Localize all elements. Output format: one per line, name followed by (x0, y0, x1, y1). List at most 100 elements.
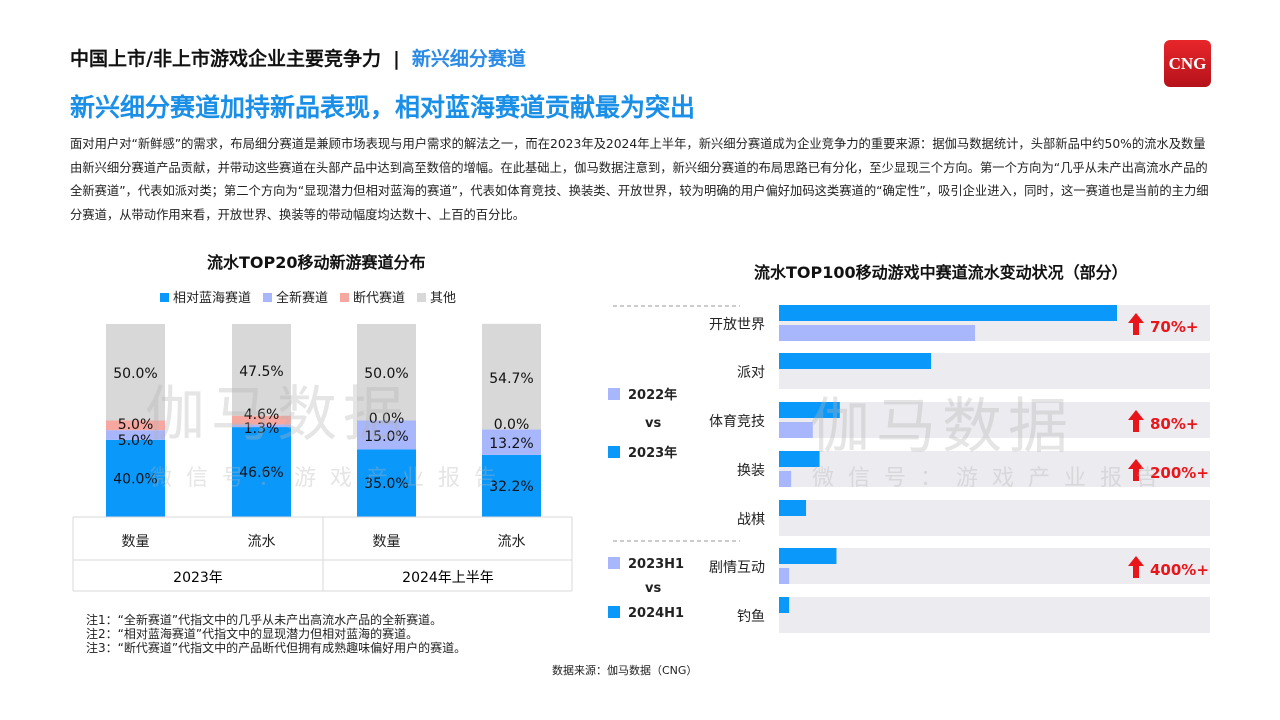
bar-segment (482, 454, 541, 517)
category-label: 换装 (737, 463, 765, 479)
legend-newer: 2024H1 (608, 606, 684, 621)
left-chart-title: 流水TOP20移动新游赛道分布 (207, 253, 426, 272)
data-label: 1.3% (244, 421, 280, 437)
bar-segment (357, 420, 416, 450)
bar-older (779, 471, 792, 487)
growth-value: 400%+ (1150, 561, 1209, 579)
footnote: 注2：“相对蓝海赛道”代指文中的显现潜力但相对蓝海的赛道。 (86, 627, 419, 641)
body-paragraph: 面对用户对“新鲜感”的需求，布局细分赛道是兼顾市场表现与用户需求的解法之一，而在… (70, 137, 1209, 222)
row-band (779, 500, 1210, 536)
growth-indicator: 70%+ (1128, 313, 1198, 336)
data-label: 35.0% (364, 476, 408, 492)
up-arrow-icon (1128, 459, 1144, 481)
legend-swatch (417, 293, 427, 302)
growth-indicator: 200%+ (1128, 459, 1209, 482)
bar-segment (232, 424, 291, 428)
legend-item: 其他 (417, 287, 456, 306)
footnote: 注1：“全新赛道”代指文中的几乎从未产出高流水产品的全新赛道。 (86, 613, 443, 627)
growth-indicator: 80%+ (1128, 410, 1198, 433)
legend-swatch (160, 293, 169, 302)
bar-newer (779, 402, 840, 418)
bar-newer (779, 500, 807, 516)
data-label: 40.0% (113, 471, 157, 487)
growth-value: 80%+ (1150, 415, 1199, 433)
legend-swatch (608, 446, 620, 458)
stacked-bar-chart: 40.0% 5.0%5.0% 50.0% 数量 46.6% 1.3%4.6% 47.5% 流水… (72, 323, 573, 592)
legend-label: 断代赛道 (353, 291, 406, 306)
legend-item: 断代赛道 (340, 287, 405, 306)
section-header: 中国上市/非上市游戏企业主要竞争力 | 新兴细分赛道 (70, 44, 526, 71)
bar-newer (779, 597, 790, 613)
data-label: 5.0% (118, 433, 154, 449)
up-arrow-icon (1128, 410, 1144, 432)
legend-label: 其他 (430, 291, 457, 306)
data-label: 47.5% (239, 364, 283, 380)
category-label: 数量 (122, 534, 150, 550)
cng-logo: CNG (1164, 40, 1211, 87)
legend-swatch (263, 293, 273, 302)
bar-segment (357, 449, 416, 517)
legend-vs: vs (645, 416, 662, 431)
footnotes: 注1：“全新赛道”代指文中的几乎从未产出高流水产品的全新赛道。 注2：“相对蓝海… (86, 613, 466, 655)
bar-segment (482, 429, 541, 455)
bar-segment (106, 324, 165, 421)
group-label: 2023年 (173, 570, 223, 586)
category-label: 流水 (248, 534, 276, 550)
horizontal-bar-chart (613, 305, 1210, 633)
bar-segment (232, 415, 291, 425)
bar-segment (232, 324, 291, 416)
growth-value: 70%+ (1150, 318, 1199, 336)
data-source: 数据来源：伽马数据（CNG） (552, 664, 698, 677)
data-label: 0.0% (494, 417, 530, 433)
category-label: 派对 (737, 365, 765, 381)
page-title: 新兴细分赛道加持新品表现，相对蓝海赛道贡献最为突出 (70, 93, 696, 122)
legend-vs: vs (645, 581, 662, 596)
legend-swatch (608, 388, 620, 400)
legend-label: 全新赛道 (276, 291, 329, 306)
bar-segment (106, 420, 165, 431)
growth-indicator: 400%+ (1128, 556, 1209, 579)
category-label: 钓鱼 (737, 609, 765, 625)
data-label: 13.2% (489, 436, 533, 452)
category-label: 开放世界 (709, 317, 765, 333)
bar-segment (106, 430, 165, 440)
legend-label: 2024H1 (628, 606, 685, 621)
bar-older (779, 325, 976, 341)
footnote: 注3：“断代赛道”代指文中的产品断代但拥有成熟趣味偏好用户的赛道。 (86, 641, 467, 655)
category-label: 数量 (373, 534, 401, 550)
bar-older (779, 568, 790, 584)
legend-older: 2022年 (608, 384, 677, 403)
left-chart-legend: 相对蓝海赛道 全新赛道 断代赛道 其他 (160, 287, 456, 306)
up-arrow-icon (1128, 313, 1144, 335)
legend-label: 2022年 (628, 388, 678, 403)
data-label: 46.6% (239, 465, 283, 481)
header-separator: | (392, 48, 400, 70)
bar-older (779, 422, 813, 438)
bar-newer (779, 451, 820, 467)
legend-swatch (608, 606, 620, 618)
data-label: 50.0% (364, 366, 408, 382)
data-label: 4.6% (244, 407, 280, 423)
data-label: 0.0% (369, 411, 405, 427)
legend-item: 相对蓝海赛道 (160, 287, 251, 306)
legend-older: 2023H1 (608, 557, 684, 572)
legend-newer: 2023年 (608, 442, 677, 461)
bar-segment (106, 439, 165, 517)
bar-newer (779, 353, 932, 369)
growth-value: 200%+ (1150, 464, 1209, 482)
legend-item: 全新赛道 (263, 287, 328, 306)
right-chart-title: 流水TOP100移动游戏中赛道流水变动状况（部分） (754, 263, 1128, 282)
legend-swatch (608, 557, 620, 569)
data-label: 32.2% (489, 479, 533, 495)
logo-text: CNG (1168, 53, 1207, 73)
legend-swatch (340, 293, 350, 302)
legend-label: 2023年 (628, 446, 678, 461)
bar-newer (779, 305, 1117, 321)
legend-label: 相对蓝海赛道 (173, 291, 252, 306)
bar-newer (779, 548, 837, 564)
data-label: 15.0% (364, 429, 408, 445)
bar-segment (482, 323, 541, 430)
bar-segment (357, 324, 416, 421)
group-label: 2024年上半年 (402, 570, 494, 586)
category-label: 剧情互动 (709, 560, 765, 576)
